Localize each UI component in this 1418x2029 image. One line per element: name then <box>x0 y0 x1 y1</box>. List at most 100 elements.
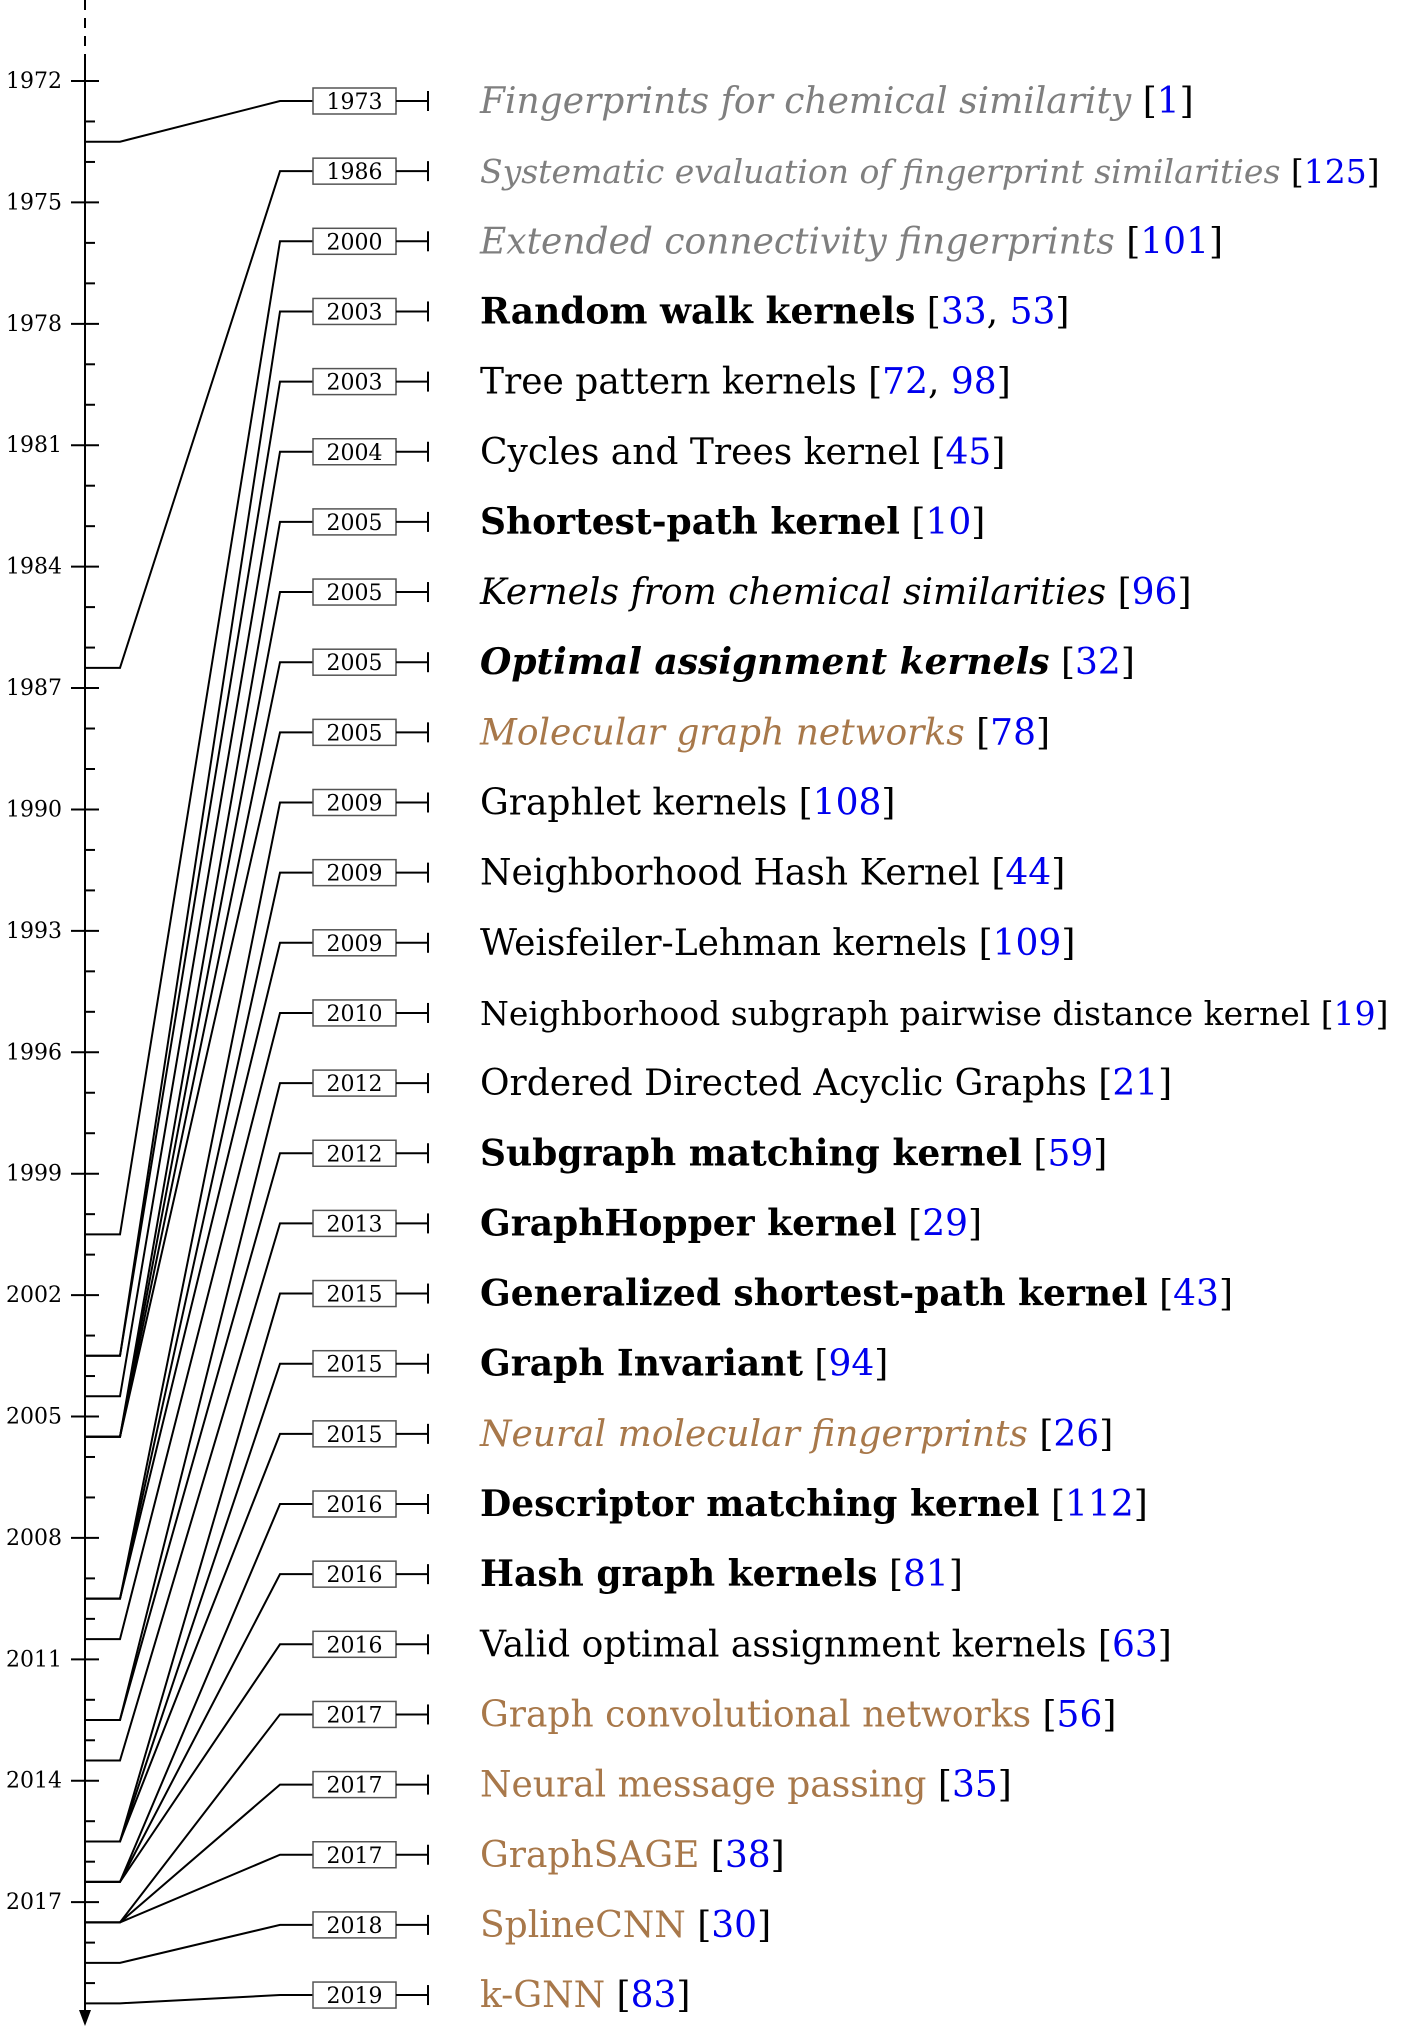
connector-line <box>85 1643 313 1883</box>
citation-bracket: [ <box>900 502 926 543</box>
citation-ref[interactable]: 59 <box>1047 1133 1093 1174</box>
entry-year: 2000 <box>327 230 383 255</box>
timeline-entry: 1986 Systematic evaluation of fingerprint… <box>312 152 1380 191</box>
citation-bracket: [ <box>605 1975 631 2016</box>
citation-ref[interactable]: 72 <box>882 362 928 403</box>
timeline-entry: 2015 Generalized shortest-path kernel [43… <box>312 1273 1233 1315</box>
citation-bracket: [ <box>878 1554 904 1595</box>
connector-line <box>85 100 313 143</box>
entries: 1973 Fingerprints for chemical similarity… <box>312 81 1389 2016</box>
connector-line <box>85 240 313 1236</box>
citation-ref[interactable]: 56 <box>1057 1694 1103 1735</box>
citation-bracket: [ <box>803 1344 829 1385</box>
citation-bracket: ] <box>1219 1274 1233 1315</box>
connector-line <box>85 661 313 1438</box>
citation-ref[interactable]: 38 <box>725 1835 771 1876</box>
connector-line <box>85 1783 313 1924</box>
citation-bracket: [ <box>915 291 941 332</box>
connector-line <box>85 801 313 1600</box>
citation-ref[interactable]: 33 <box>941 291 987 332</box>
citation-ref[interactable]: 44 <box>1005 853 1051 894</box>
entry-year: 2016 <box>327 1563 383 1588</box>
axis-year-label: 2014 <box>6 1769 62 1794</box>
entry-year: 2009 <box>327 862 383 887</box>
citation-ref[interactable]: 26 <box>1053 1414 1099 1455</box>
citation-bracket: [ <box>965 712 991 753</box>
citation-ref[interactable]: 108 <box>813 783 882 824</box>
citation-ref[interactable]: 109 <box>993 923 1062 964</box>
citation-bracket: [ <box>1106 572 1132 613</box>
entry-text: Systematic evaluation of fingerprint sim… <box>480 152 1380 191</box>
citation-bracket: [ <box>1280 152 1303 191</box>
citation-ref[interactable]: 19 <box>1334 994 1376 1033</box>
citation-ref[interactable]: 81 <box>903 1554 949 1595</box>
connector-line <box>85 941 313 1600</box>
entry-title: GraphSAGE <box>480 1835 699 1876</box>
citation-ref[interactable]: 1 <box>1157 81 1180 122</box>
year-box <box>312 508 397 536</box>
entry-title: Descriptor matching kernel <box>480 1483 1040 1525</box>
entry-title: Hash graph kernels <box>480 1553 878 1595</box>
entry-title: Cycles and Trees kernel <box>480 432 920 473</box>
citation-bracket: ] <box>1102 1694 1116 1735</box>
timeline-entry: 2017 GraphSAGE [38] <box>312 1835 785 1876</box>
timeline-entry: 1973 Fingerprints for chemical similarity… <box>312 81 1194 122</box>
citation-ref[interactable]: 96 <box>1132 572 1178 613</box>
connector-line <box>85 380 313 1357</box>
citation-ref[interactable]: 63 <box>1112 1624 1158 1665</box>
axis-year-label: 1978 <box>6 312 62 337</box>
entry-year: 2018 <box>327 1914 383 1939</box>
citation-bracket: [ <box>1040 1484 1066 1525</box>
entry-title: Graph Invariant <box>480 1343 803 1385</box>
entry-text: Cycles and Trees kernel [45] <box>480 432 1005 473</box>
citation-ref[interactable]: 32 <box>1075 642 1121 683</box>
entry-year: 2003 <box>327 371 383 396</box>
citation-ref[interactable]: 78 <box>990 712 1036 753</box>
timeline-entry: 2017 Neural message passing [35] <box>312 1765 1012 1806</box>
entry-title: Graph convolutional networks <box>480 1694 1031 1735</box>
citation-ref[interactable]: 10 <box>925 502 971 543</box>
axis-year-label: 1996 <box>6 1040 62 1065</box>
timeline-entry: 2012 Ordered Directed Acyclic Graphs [21] <box>312 1063 1172 1104</box>
year-box <box>312 227 397 256</box>
citation-bracket: [ <box>897 1203 923 1244</box>
entry-year: 2015 <box>327 1283 383 1308</box>
timeline-entry: 2016 Hash graph kernels [81] <box>312 1553 963 1595</box>
entry-year: 2017 <box>327 1774 383 1799</box>
axis-year-label: 1984 <box>6 555 62 580</box>
citation-bracket: [ <box>926 1765 952 1806</box>
timeline-entry: 2005 Molecular graph networks [78] <box>312 712 1050 753</box>
entry-text: GraphSAGE [38] <box>480 1835 785 1876</box>
entry-text: Tree pattern kernels [72, 98] <box>480 362 1011 403</box>
citation-bracket: [ <box>1310 994 1333 1033</box>
entry-text: Descriptor matching kernel [112] <box>480 1483 1148 1525</box>
timeline-entry: 2009 Graphlet kernels [108] <box>312 783 895 824</box>
citation-ref[interactable]: 125 <box>1304 152 1367 191</box>
citation-ref[interactable]: 45 <box>946 432 992 473</box>
citation-ref[interactable]: 43 <box>1173 1274 1219 1315</box>
entry-text: Neural molecular fingerprints [26] <box>479 1414 1113 1455</box>
citation-bracket: ] <box>1367 152 1380 191</box>
citation-ref[interactable]: 35 <box>952 1765 998 1806</box>
citation-bracket: ] <box>997 362 1011 403</box>
entry-title: Extended connectivity fingerprints <box>479 221 1115 262</box>
year-box <box>312 788 397 817</box>
citation-bracket: [ <box>1087 1063 1113 1104</box>
timeline-entry: 2017 Graph convolutional networks [56] <box>312 1694 1116 1735</box>
citation-ref[interactable]: 29 <box>922 1203 968 1244</box>
entry-text: Neural message passing [35] <box>480 1765 1012 1806</box>
citation-bracket: [ <box>686 1905 712 1946</box>
year-box <box>312 1700 397 1729</box>
citation-ref[interactable]: 98 <box>951 362 997 403</box>
citation-ref[interactable]: 112 <box>1065 1484 1134 1525</box>
citation-ref[interactable]: 94 <box>828 1344 874 1385</box>
citation-ref[interactable]: 53 <box>1010 291 1056 332</box>
entry-title: Subgraph matching kernel <box>480 1132 1022 1174</box>
citation-ref[interactable]: 101 <box>1140 221 1209 262</box>
citation-ref[interactable]: 30 <box>711 1905 757 1946</box>
citation-ref[interactable]: 83 <box>631 1975 677 2016</box>
axis-year-label: 1981 <box>6 433 62 458</box>
connector-line <box>85 1923 313 1964</box>
entry-title: Systematic evaluation of fingerprint sim… <box>480 152 1280 191</box>
citation-ref[interactable]: 21 <box>1112 1063 1158 1104</box>
